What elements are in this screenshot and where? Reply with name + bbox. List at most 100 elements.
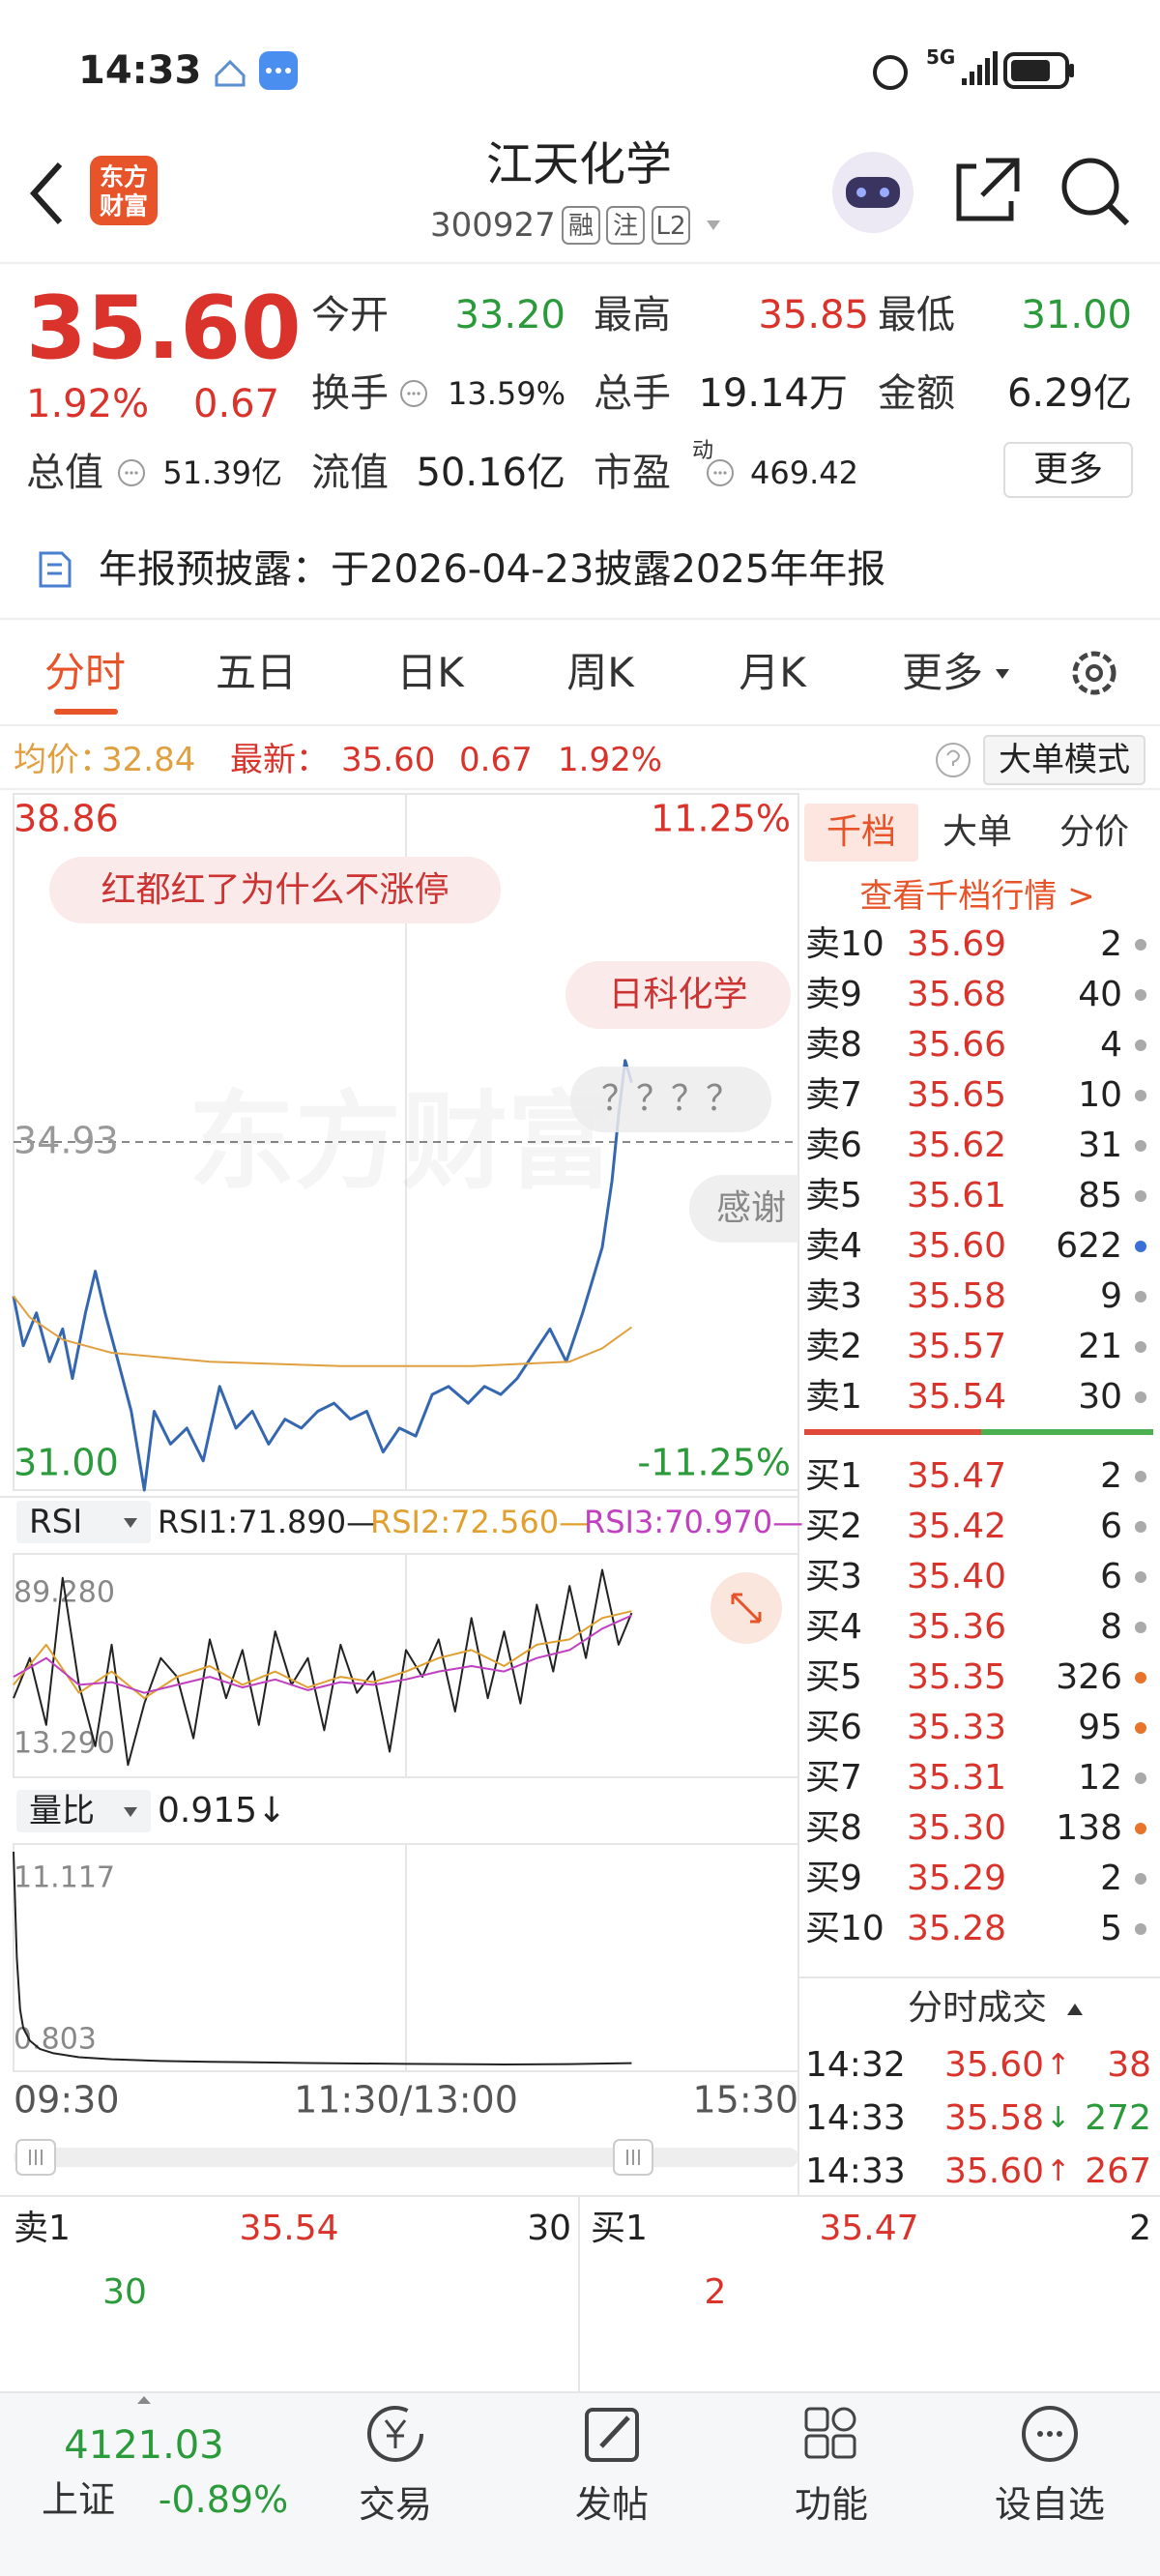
- indicator-select[interactable]: [16, 1790, 151, 1832]
- comment-bubble[interactable]: 日科化学: [566, 961, 791, 1029]
- book-label: 买7: [805, 1758, 862, 1798]
- book-dot: [1135, 1823, 1146, 1834]
- stock-code: 300927: [430, 206, 556, 245]
- field-value: 6.29亿: [1006, 371, 1132, 416]
- nav-icon-watchlist-dot: [1057, 2431, 1062, 2437]
- tab[interactable]: 分时: [44, 649, 127, 696]
- book-link[interactable]: 查看千档行情 >: [859, 877, 1095, 916]
- more-button[interactable]: [1003, 442, 1133, 498]
- book-price: 35.29: [907, 1859, 1007, 1898]
- book-price: 35.69: [907, 924, 1007, 964]
- search-button[interactable]: [1061, 158, 1119, 216]
- book-price: 35.60: [907, 1226, 1007, 1266]
- status-alarm: [873, 55, 908, 90]
- nav-bar: [0, 2392, 1160, 2576]
- nav-item[interactable]: 设自选: [994, 2483, 1106, 2526]
- tab[interactable]: 周K: [566, 649, 634, 696]
- status-icon-dot: [266, 68, 272, 73]
- y-tick-label: 38.86: [14, 798, 119, 840]
- nav-item[interactable]: 发帖: [574, 2483, 650, 2526]
- status-icon-dot: [285, 68, 291, 73]
- avg-label: 均价：: [14, 741, 112, 779]
- comment-bubble[interactable]: 红都红了为什么不涨停: [49, 857, 501, 923]
- badge: [652, 206, 690, 245]
- book-price: 35.36: [907, 1607, 1007, 1647]
- book-label: 买8: [805, 1808, 862, 1848]
- mode-button-text[interactable]: 大单模式: [999, 741, 1130, 779]
- book-label: 买3: [805, 1557, 862, 1596]
- index-value[interactable]: 4121.03: [64, 2423, 224, 2468]
- field-label: 今开: [311, 293, 389, 337]
- bid-label: 买1: [591, 2209, 648, 2248]
- book-dot: [1135, 939, 1146, 951]
- indicator-name[interactable]: 量比: [29, 1792, 95, 1830]
- book-price: 35.68: [907, 975, 1007, 1014]
- ask-label: 卖1: [14, 2209, 71, 2248]
- index-name[interactable]: 上证: [41, 2478, 116, 2521]
- badge-text: 注: [612, 212, 639, 241]
- book-tab[interactable]: 千档: [826, 812, 897, 852]
- book-dot: [1135, 1772, 1146, 1784]
- mode-button[interactable]: [983, 735, 1146, 785]
- back-button[interactable]: [29, 161, 63, 225]
- share-button[interactable]: [956, 158, 1020, 221]
- book-dot: [1135, 1190, 1146, 1202]
- book-volume: 4: [1100, 1025, 1122, 1065]
- ask-price: 35.54: [239, 2209, 339, 2248]
- book-dot: [1135, 1722, 1146, 1734]
- nav-item[interactable]: 功能: [794, 2483, 869, 2526]
- book-label: 买1: [805, 1456, 862, 1496]
- trade-price: 35.60: [943, 2152, 1044, 2191]
- indicator-select[interactable]: [16, 1501, 151, 1543]
- series-line: [12, 1059, 633, 1492]
- comment-bubble[interactable]: 感谢: [689, 1175, 798, 1243]
- book-price: 35.54: [907, 1377, 1007, 1417]
- info-icon: [707, 459, 734, 486]
- badge: [606, 206, 645, 245]
- book-volume: 2: [1100, 924, 1122, 964]
- scroll-track: [14, 2148, 798, 2167]
- comment-bubble[interactable]: ？？？？: [570, 1067, 771, 1132]
- series-line: [13, 1614, 632, 1694]
- book-dot: [1135, 1391, 1146, 1403]
- trade-direction: ↑: [1046, 2154, 1071, 2188]
- nav-item[interactable]: 交易: [358, 2483, 433, 2526]
- book-price: 35.65: [907, 1075, 1007, 1115]
- notice-text[interactable]: 年报预披露：于2026-04-23披露2025年年报: [99, 547, 886, 592]
- book-tab-active: [804, 804, 918, 862]
- book-tab[interactable]: 大单: [942, 812, 1013, 852]
- last-value: 35.60: [341, 741, 436, 779]
- book-tab[interactable]: 分价: [1058, 812, 1130, 852]
- settings-button[interactable]: [1072, 651, 1116, 695]
- indicator-name[interactable]: RSI: [29, 1503, 83, 1541]
- logo-text: 东方: [99, 162, 149, 191]
- book-label: 卖7: [805, 1075, 862, 1115]
- info-icon-dot: [407, 392, 411, 395]
- book-dot: [1135, 1923, 1146, 1935]
- book-label: 卖5: [805, 1176, 862, 1215]
- book-volume: 95: [1078, 1708, 1122, 1747]
- tab[interactable]: 更多: [901, 649, 984, 696]
- help-button[interactable]: [936, 743, 971, 777]
- info-icon-dot: [417, 392, 420, 395]
- tab[interactable]: 日K: [396, 649, 464, 696]
- status-icon-dot: [276, 68, 281, 73]
- more-button-text[interactable]: 更多: [1032, 450, 1104, 489]
- tab[interactable]: 五日: [215, 649, 298, 696]
- book-price: 35.62: [907, 1126, 1007, 1165]
- field-label: 最高: [594, 293, 671, 337]
- rsi1-value: RSI1:71.890—: [158, 1504, 378, 1540]
- signal-bar: [970, 72, 974, 85]
- field-value: 50.16亿: [416, 451, 566, 495]
- tab[interactable]: 月K: [739, 649, 806, 696]
- dropdown-arrow: [124, 1518, 137, 1528]
- book-price: 35.28: [907, 1909, 1007, 1948]
- index-change[interactable]: -0.89%: [158, 2478, 289, 2521]
- trades-title[interactable]: 分时成交: [907, 1988, 1048, 2028]
- y2-tick-label: -11.25%: [637, 1442, 791, 1484]
- book-price: 35.66: [907, 1025, 1007, 1065]
- book-price: 35.31: [907, 1758, 1007, 1798]
